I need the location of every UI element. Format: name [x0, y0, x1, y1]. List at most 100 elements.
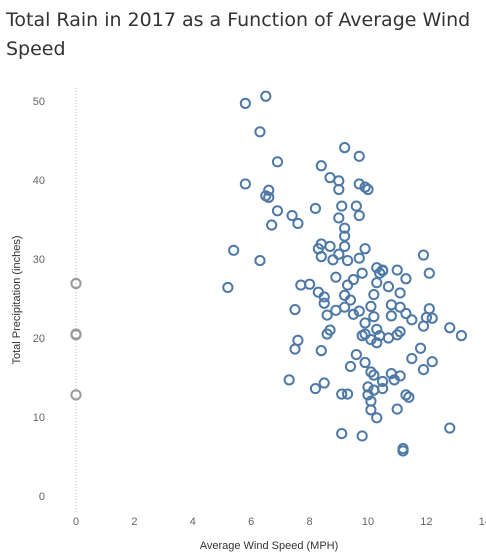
y-tick-label: 0 [39, 491, 45, 503]
x-tick-label: 2 [131, 516, 137, 528]
data-point [324, 240, 336, 252]
data-point [324, 324, 336, 336]
data-point [260, 90, 272, 102]
data-point [400, 273, 412, 285]
data-point [371, 323, 383, 335]
x-tick-label: 12 [420, 516, 432, 528]
y-axis-ticks: 0 10 20 30 40 50 [33, 96, 45, 503]
data-point [356, 267, 368, 279]
data-point [359, 243, 371, 255]
data-point [406, 314, 418, 326]
data-point [359, 317, 371, 329]
data-point [239, 97, 251, 109]
data-point [385, 299, 397, 311]
data-point [417, 364, 430, 376]
data-point [353, 178, 365, 190]
data-points [70, 90, 468, 457]
data-point [423, 267, 435, 279]
y-tick-label: 40 [33, 175, 45, 187]
data-point [377, 265, 389, 277]
data-point [423, 303, 435, 315]
data-point [353, 150, 365, 162]
data-point [368, 369, 380, 381]
data-point [289, 343, 301, 355]
chart-title: Total Rain in 2017 as a Function of Aver… [6, 9, 471, 60]
data-point [70, 277, 82, 290]
y-tick-label: 30 [33, 254, 45, 266]
data-point [292, 217, 304, 230]
data-point [359, 328, 371, 340]
data-point [304, 278, 316, 290]
y-axis-title: Total Precipitation (inches) [11, 235, 23, 364]
data-point [394, 370, 406, 382]
data-point [371, 262, 383, 274]
data-point [365, 404, 377, 416]
data-point [336, 427, 348, 440]
data-point [309, 382, 322, 395]
data-point [266, 219, 278, 231]
data-point [417, 320, 430, 332]
x-tick-label: 6 [248, 516, 254, 528]
data-point [324, 172, 336, 184]
data-point [286, 209, 298, 222]
data-point [397, 445, 409, 457]
data-point [374, 267, 386, 279]
data-point [368, 311, 380, 323]
x-tick-label: 14 [479, 516, 486, 528]
data-point [365, 333, 377, 346]
y-tick-label: 20 [33, 333, 45, 345]
data-point [359, 356, 371, 369]
data-point [228, 244, 240, 256]
data-point [222, 281, 234, 294]
data-point [426, 356, 438, 368]
data-point [309, 202, 322, 215]
data-point [318, 291, 330, 303]
data-point [356, 430, 368, 442]
x-tick-label: 8 [307, 516, 313, 528]
data-point [333, 248, 345, 260]
data-point [333, 212, 345, 224]
data-point [321, 309, 333, 321]
data-point [365, 300, 377, 312]
data-point [417, 249, 430, 261]
data-point [391, 403, 403, 415]
data-point [289, 303, 301, 316]
data-point [362, 389, 374, 401]
y-tick-label: 10 [33, 412, 45, 424]
data-point [347, 273, 359, 286]
data-point [394, 301, 406, 313]
data-point [283, 374, 295, 386]
x-tick-label: 4 [190, 516, 196, 528]
data-point [70, 329, 82, 341]
data-point [371, 277, 383, 289]
data-point [365, 366, 377, 378]
data-point [70, 389, 82, 401]
data-point [403, 391, 415, 403]
data-point [426, 312, 438, 324]
data-point [341, 279, 354, 291]
data-point [414, 342, 427, 354]
data-point [362, 183, 374, 196]
data-point [406, 352, 418, 365]
data-point [368, 288, 380, 301]
data-point [330, 304, 342, 316]
data-point [339, 240, 351, 252]
x-tick-label: 10 [362, 516, 374, 528]
data-point [362, 381, 374, 393]
data-point [336, 200, 348, 212]
data-point [391, 264, 403, 276]
data-point [318, 377, 330, 389]
data-point [394, 326, 406, 338]
data-point [391, 329, 403, 341]
data-point [344, 360, 357, 373]
data-point [400, 307, 412, 320]
data-point [339, 230, 351, 242]
data-point [341, 254, 354, 267]
data-point [341, 388, 354, 400]
data-point [347, 308, 359, 320]
data-point [394, 287, 406, 299]
data-point [455, 330, 468, 342]
data-point [444, 322, 456, 334]
data-point [339, 222, 351, 234]
data-point [353, 209, 365, 222]
